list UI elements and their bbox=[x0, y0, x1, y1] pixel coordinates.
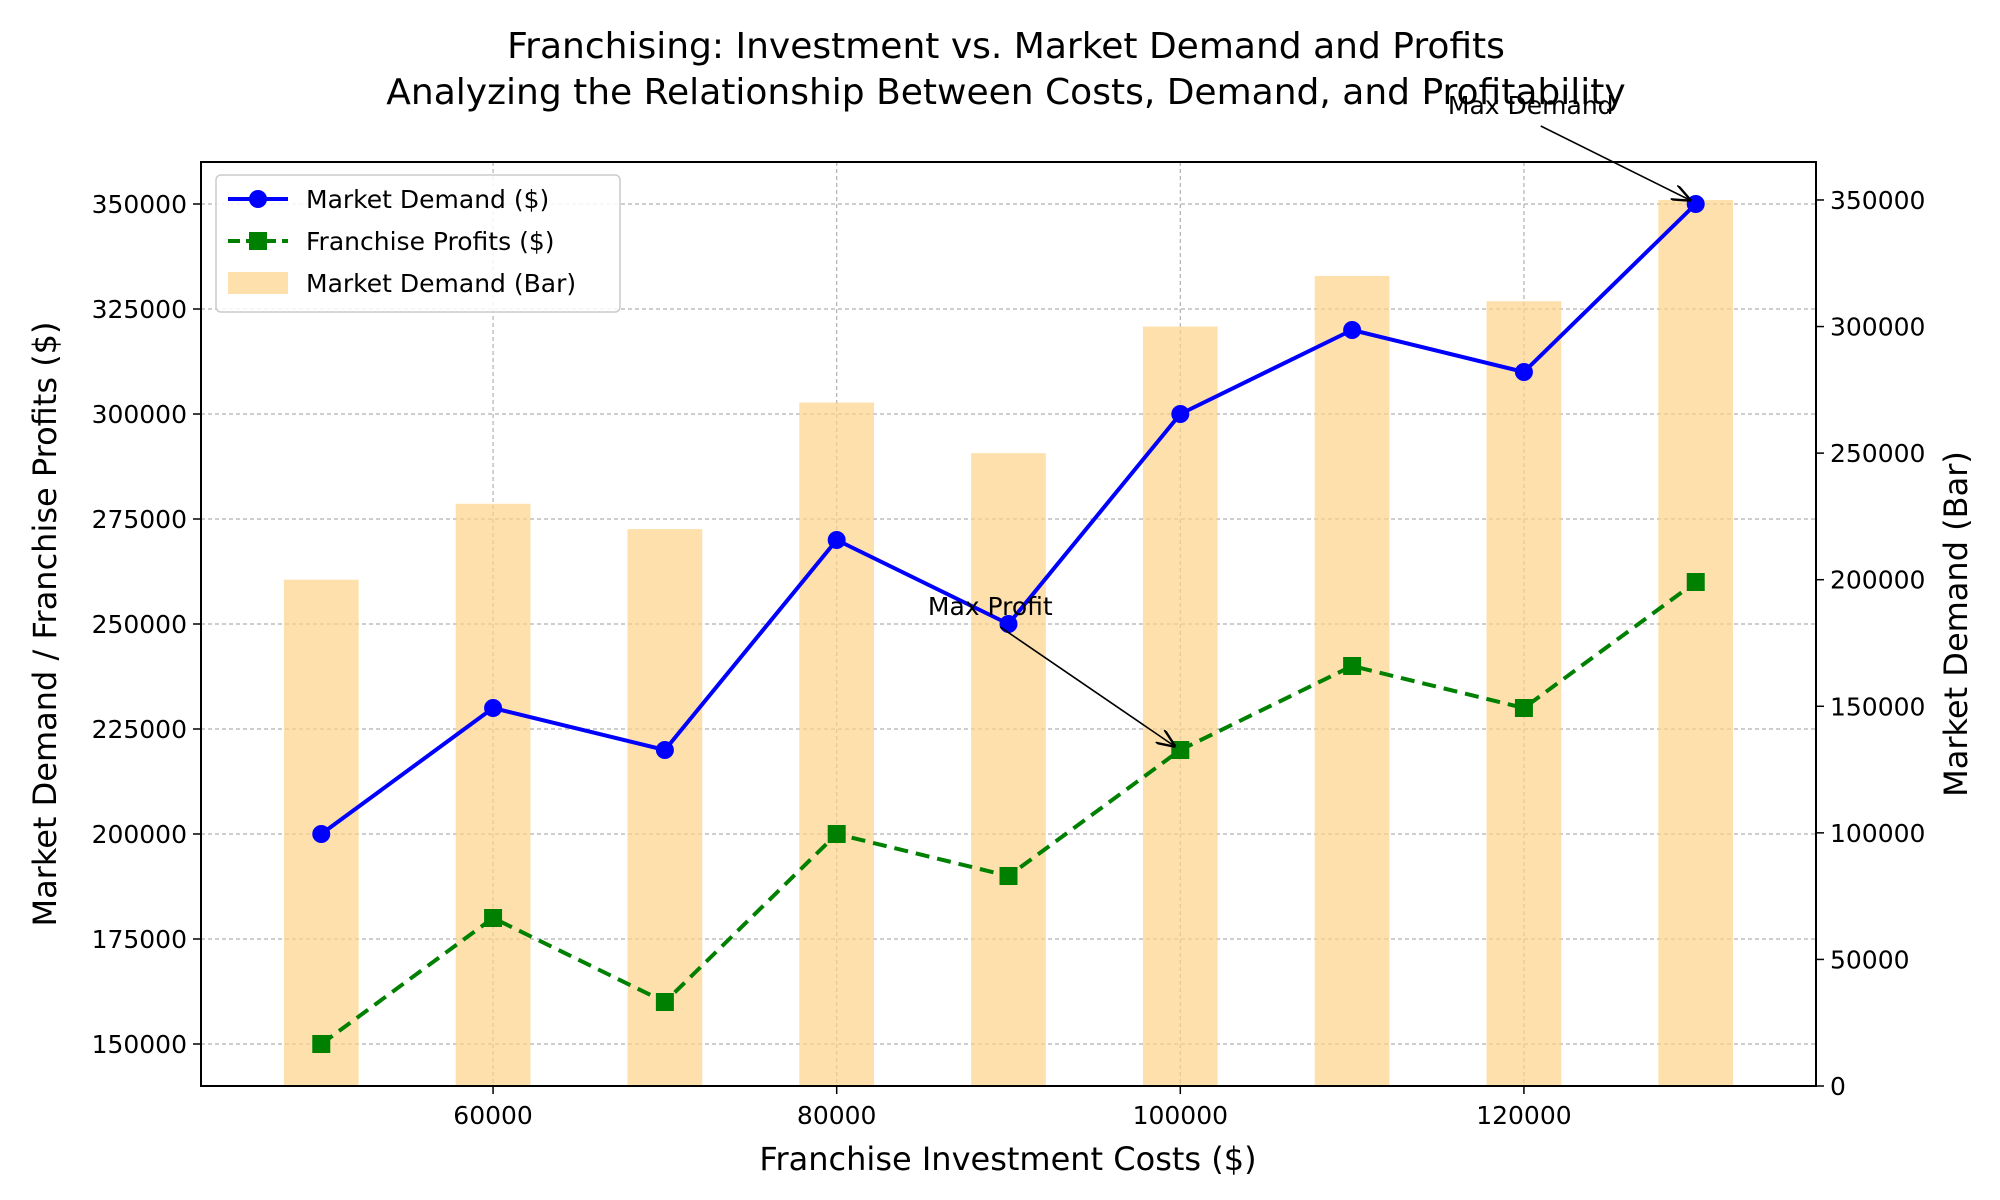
legend: Market Demand ($) Franchise Profits ($) Ma… bbox=[215, 174, 621, 313]
data-point bbox=[1343, 657, 1362, 675]
data-point bbox=[1171, 405, 1190, 423]
left-y-tick-label: 250000 bbox=[92, 610, 187, 639]
x-axis-ticks: 60000 80000 100000 120000 bbox=[453, 1086, 1572, 1130]
data-point bbox=[1343, 321, 1362, 339]
left-y-tick-label: 300000 bbox=[92, 400, 187, 429]
left-y-tick-label: 325000 bbox=[92, 295, 187, 324]
right-y-tick-label: 250000 bbox=[1830, 439, 1925, 468]
data-point bbox=[1171, 741, 1190, 759]
x-axis-label: Franchise Investment Costs ($) bbox=[759, 1140, 1256, 1178]
data-point bbox=[827, 825, 846, 843]
data-point bbox=[484, 909, 503, 927]
data-point bbox=[655, 993, 674, 1011]
left-y-axis-ticks: 150000 175000 200000 225000 250000 275000 3000… bbox=[92, 190, 201, 1059]
right-y-axis-label: Market Demand (Bar) bbox=[1937, 451, 1975, 797]
data-point bbox=[999, 867, 1018, 885]
left-y-tick-label: 350000 bbox=[92, 190, 187, 219]
legend-marker bbox=[249, 190, 267, 208]
bar bbox=[1142, 326, 1218, 1086]
left-y-tick-label: 275000 bbox=[92, 505, 187, 534]
legend-box bbox=[215, 174, 621, 313]
x-tick-label: 100000 bbox=[1133, 1101, 1228, 1130]
right-y-tick-label: 150000 bbox=[1830, 692, 1925, 721]
data-point bbox=[1686, 195, 1705, 213]
bar bbox=[1486, 301, 1562, 1086]
annotation-arrow bbox=[999, 626, 1174, 746]
left-y-axis-label: Market Demand / Franchise Profits ($) bbox=[26, 321, 64, 926]
bar bbox=[1658, 199, 1734, 1086]
legend-bar-swatch bbox=[228, 272, 288, 294]
chart-subtitle: Analyzing the Relationship Between Costs… bbox=[386, 72, 1625, 113]
legend-label: Market Demand (Bar) bbox=[306, 269, 576, 298]
left-y-tick-label: 225000 bbox=[92, 715, 187, 744]
bar bbox=[1314, 275, 1390, 1086]
right-y-tick-label: 100000 bbox=[1830, 819, 1925, 848]
line-series bbox=[312, 195, 1705, 1053]
annotations: Max Demand Max Profit bbox=[928, 91, 1690, 746]
x-tick-label: 80000 bbox=[797, 1101, 877, 1130]
legend-marker bbox=[249, 232, 267, 250]
data-point bbox=[999, 615, 1018, 633]
chart-title: Franchising: Investment vs. Market Deman… bbox=[507, 26, 1505, 67]
data-point bbox=[827, 531, 846, 549]
legend-label: Franchise Profits ($) bbox=[306, 227, 555, 256]
right-y-tick-label: 50000 bbox=[1830, 945, 1910, 974]
left-y-tick-label: 150000 bbox=[92, 1030, 187, 1059]
bar bbox=[971, 453, 1046, 1086]
bar bbox=[799, 402, 875, 1086]
annotation-label: Max Profit bbox=[928, 592, 1053, 621]
data-point bbox=[1514, 699, 1533, 717]
x-tick-label: 60000 bbox=[453, 1101, 533, 1130]
bar-series bbox=[283, 199, 1734, 1086]
bar bbox=[455, 503, 531, 1086]
data-point bbox=[484, 699, 503, 717]
data-point bbox=[312, 825, 331, 843]
right-y-axis-ticks: 0 50000 100000 150000 200000 250000 300000 3500… bbox=[1816, 186, 1925, 1101]
data-point bbox=[655, 741, 674, 759]
data-point bbox=[312, 1035, 331, 1053]
legend-label: Market Demand ($) bbox=[306, 185, 549, 214]
right-y-tick-label: 300000 bbox=[1830, 313, 1925, 342]
data-point bbox=[1686, 573, 1705, 591]
data-point bbox=[1514, 363, 1533, 381]
right-y-tick-label: 200000 bbox=[1830, 566, 1925, 595]
right-y-tick-label: 350000 bbox=[1830, 186, 1925, 215]
annotation-label: Max Demand bbox=[1448, 91, 1614, 120]
right-y-tick-label: 0 bbox=[1830, 1072, 1846, 1101]
left-y-tick-label: 200000 bbox=[92, 820, 187, 849]
x-tick-label: 120000 bbox=[1476, 1101, 1571, 1130]
left-y-tick-label: 175000 bbox=[92, 925, 187, 954]
